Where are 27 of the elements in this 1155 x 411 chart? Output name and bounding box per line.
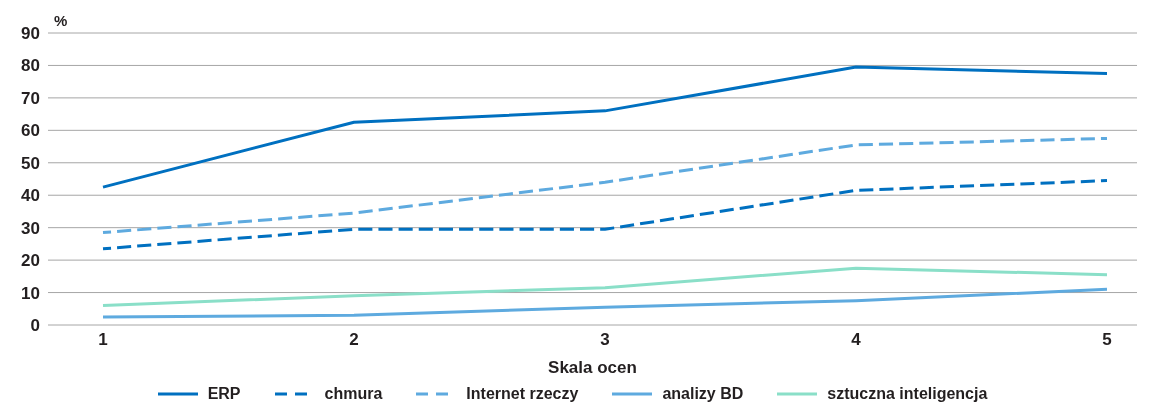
x-tick-label: 1 bbox=[98, 330, 108, 350]
y-axis-title: % bbox=[54, 12, 68, 29]
y-tick-label: 20 bbox=[21, 251, 40, 271]
line-series bbox=[101, 136, 1109, 235]
legend-label: sztuczna inteligencja bbox=[827, 385, 988, 403]
legend-label: chmura bbox=[324, 385, 383, 403]
y-tick-label: 0 bbox=[30, 316, 40, 336]
line-series bbox=[101, 65, 1109, 189]
legend-label: Internet rzeczy bbox=[466, 385, 579, 403]
x-tick-label: 2 bbox=[349, 330, 359, 350]
y-tick-label: 70 bbox=[21, 88, 40, 108]
x-tick-label: 3 bbox=[600, 330, 610, 350]
y-tick-label: 80 bbox=[21, 56, 40, 76]
y-tick-label: 30 bbox=[21, 218, 40, 238]
legend-label: ERP bbox=[207, 385, 241, 403]
y-tick-label: 10 bbox=[21, 283, 40, 303]
x-tick-label: 4 bbox=[851, 330, 862, 350]
y-tick-label: 40 bbox=[21, 186, 40, 206]
line-series bbox=[101, 179, 1109, 251]
x-tick-label: 5 bbox=[1102, 330, 1112, 350]
line-series bbox=[101, 266, 1109, 308]
y-tick-label: 50 bbox=[21, 153, 40, 173]
line-series bbox=[101, 287, 1109, 319]
y-tick-label: 60 bbox=[21, 121, 40, 141]
x-axis-title: Skala ocen bbox=[548, 358, 637, 377]
legend-label: analizy BD bbox=[662, 385, 744, 403]
y-tick-label: 90 bbox=[21, 24, 40, 44]
